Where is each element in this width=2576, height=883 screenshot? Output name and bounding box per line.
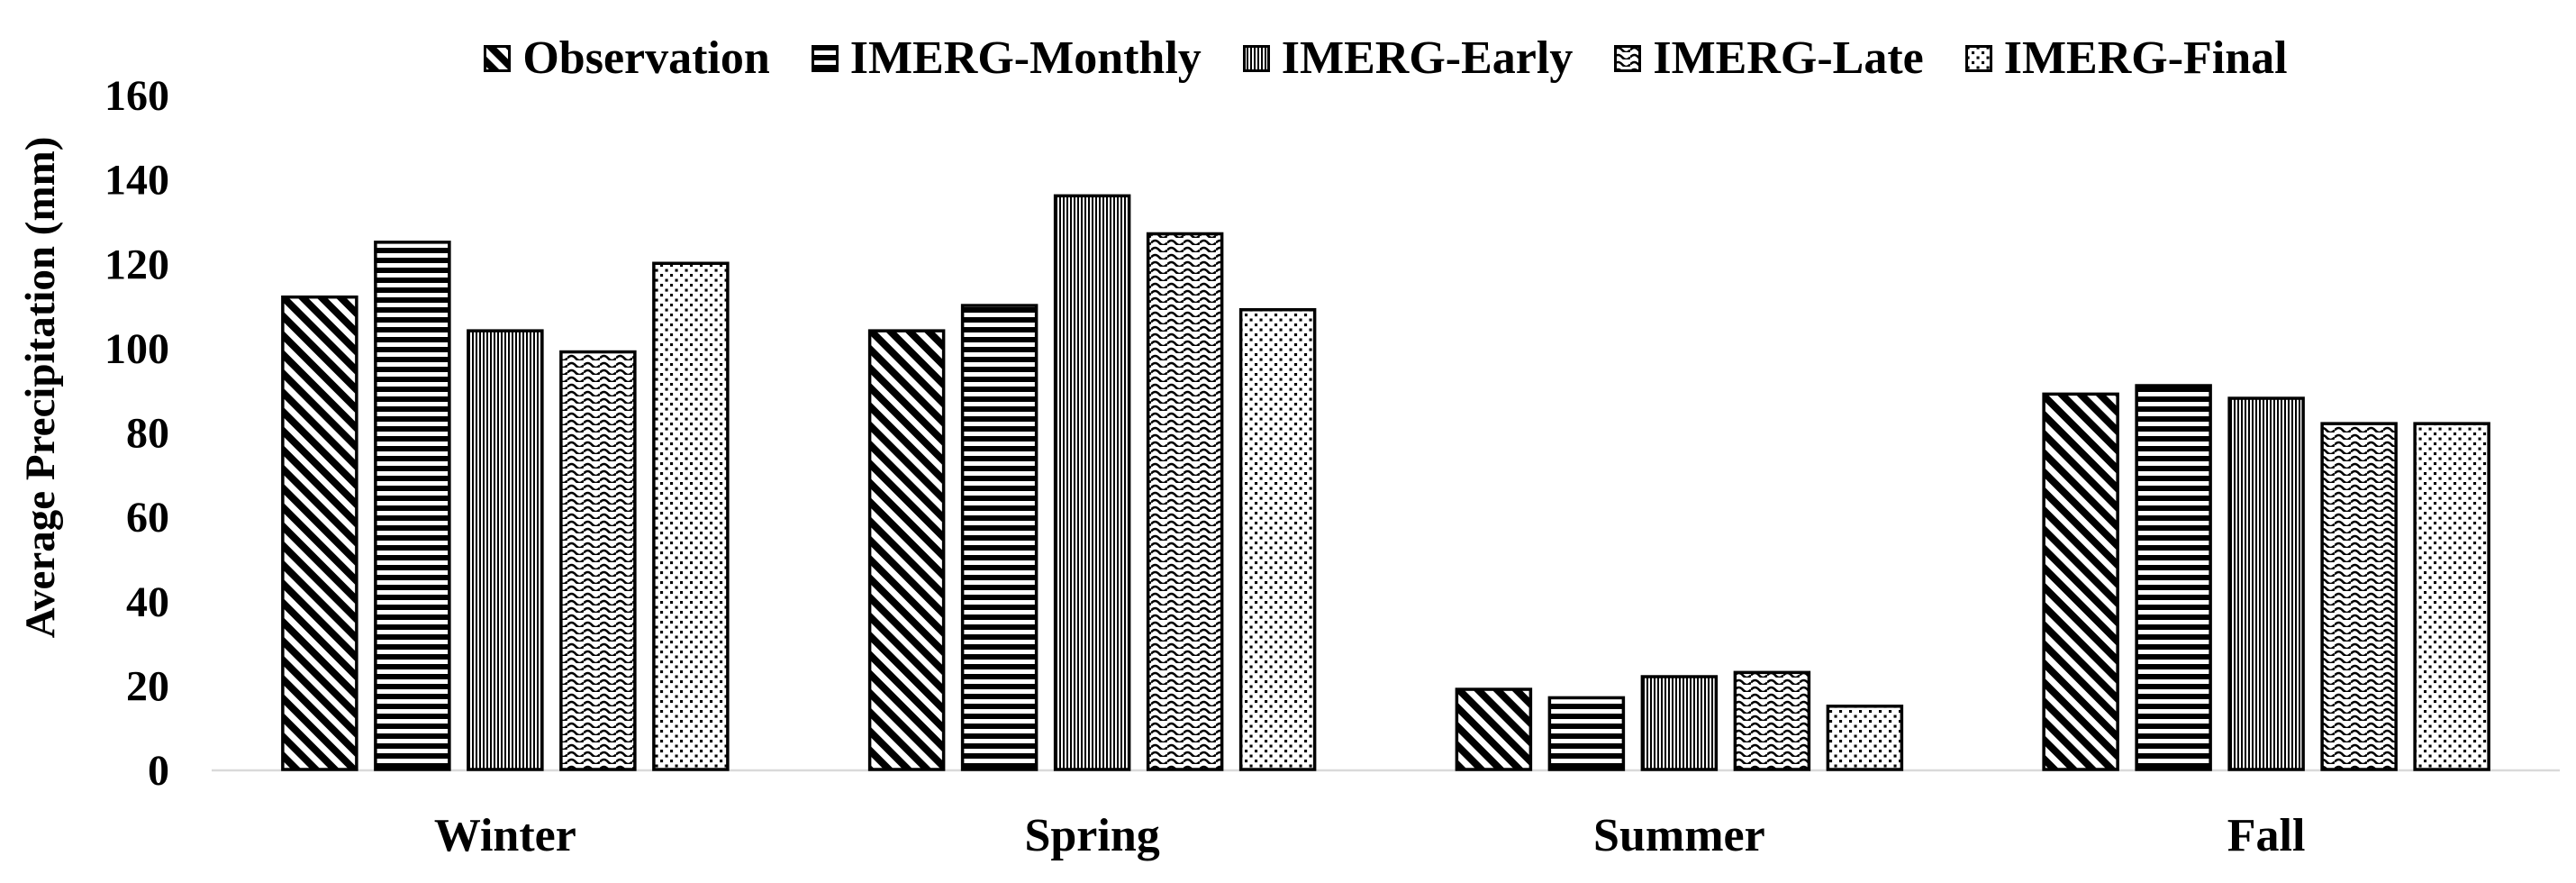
legend-item-imerg-late: IMERG-Late [1614, 32, 1924, 84]
bar-imerg-late-fall [2320, 422, 2398, 771]
x-category-label: Winter [434, 810, 576, 861]
bar-imerg-early-summer [1640, 675, 1719, 771]
x-category-labels-layer: Winter Spring Summer Fall [434, 810, 2306, 861]
legend-label: IMERG-Late [1653, 32, 1924, 84]
legend-label: IMERG-Final [2003, 32, 2288, 84]
bar-imerg-early-fall [2227, 396, 2305, 771]
bar-imerg-monthly-spring [960, 304, 1039, 771]
wavy-lines-icon [1614, 45, 1642, 72]
x-category-label: Spring [1024, 810, 1159, 861]
y-tick-label: 40 [126, 578, 169, 626]
x-category-label: Fall [2227, 810, 2306, 861]
legend-label: IMERG-Early [1281, 32, 1574, 84]
horizontal-stripes-icon [811, 45, 839, 72]
bar-observation-fall [2042, 392, 2119, 771]
bar-imerg-late-summer [1733, 670, 1811, 771]
y-tick-label: 140 [104, 157, 169, 205]
vertical-stripes-icon [1242, 45, 1270, 72]
y-tick-label: 120 [104, 241, 169, 288]
y-tick-label: 20 [126, 662, 169, 710]
bar-imerg-early-winter [467, 329, 544, 771]
bar-imerg-late-spring [1146, 232, 1224, 771]
legend-item-imerg-monthly: IMERG-Monthly [811, 32, 1202, 84]
bar-imerg-final-winter [652, 261, 730, 771]
y-axis-title: Average Precipitation (mm) [17, 137, 64, 639]
y-tick-label: 60 [126, 494, 169, 542]
y-tick-labels-layer: 0 20 40 60 80 100 120 140 160 [104, 72, 169, 795]
y-tick-label: 0 [148, 747, 169, 795]
y-tick-label: 160 [104, 72, 169, 120]
dots-icon [1964, 45, 1992, 72]
legend-item-imerg-final: IMERG-Final [1964, 32, 2288, 84]
x-category-label: Summer [1593, 810, 1765, 861]
bar-imerg-final-spring [1238, 307, 1317, 771]
bar-observation-summer [1455, 687, 1533, 771]
legend-item-imerg-early: IMERG-Early [1242, 32, 1574, 84]
bar-imerg-late-winter [559, 350, 637, 771]
diagonal-stripes-icon [484, 45, 512, 72]
legend-label: IMERG-Monthly [849, 32, 1202, 84]
bar-imerg-final-summer [1826, 705, 1904, 771]
bar-observation-winter [281, 295, 358, 771]
bar-imerg-monthly-winter [374, 241, 451, 771]
y-tick-label: 80 [126, 410, 169, 458]
chart-legend: Observation IMERG-Monthly IMERG-Early IMERG… [212, 30, 2560, 87]
bar-imerg-final-fall [2413, 422, 2490, 771]
bar-imerg-monthly-summer [1547, 696, 1626, 771]
y-tick-label: 100 [104, 325, 169, 373]
legend-item-observation: Observation [484, 32, 770, 84]
bar-imerg-early-spring [1053, 194, 1131, 771]
bar-imerg-monthly-fall [2135, 384, 2212, 771]
bars-layer [281, 194, 2490, 771]
legend-label: Observation [522, 32, 770, 84]
bar-observation-spring [867, 329, 946, 771]
